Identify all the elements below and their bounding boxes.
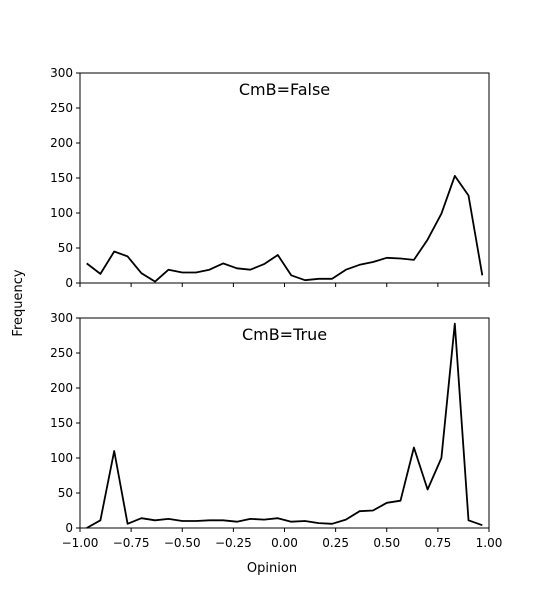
x-tick-label: 0.25 xyxy=(322,536,349,550)
x-tick-label: −0.25 xyxy=(215,536,252,550)
series-line xyxy=(86,174,484,283)
y-tick-label: 250 xyxy=(50,346,73,360)
x-tick-label: 0.75 xyxy=(425,536,452,550)
x-tick-label: 0.00 xyxy=(271,536,298,550)
x-tick-label: 1.00 xyxy=(476,536,503,550)
panel-title: CmB=True xyxy=(242,325,327,344)
x-tick-label: −0.75 xyxy=(113,536,150,550)
y-tick-label: 250 xyxy=(50,101,73,115)
panel-cmb-false: 0 50 100 150 200 250 300 CmB=False xyxy=(50,66,490,290)
plot-frame xyxy=(79,72,490,284)
y-tick-label: 200 xyxy=(50,136,73,150)
y-tick-label: 0 xyxy=(65,521,73,535)
x-tick-label: −0.50 xyxy=(164,536,201,550)
panel-title: CmB=False xyxy=(239,80,330,99)
y-tick-label: 50 xyxy=(58,486,73,500)
y-tick-label: 50 xyxy=(58,241,73,255)
panel-cmb-true: 0 50 100 150 200 250 300 −1.00 −0.75 −0.50 −0.25 0.… xyxy=(50,311,502,550)
y-tick-label: 150 xyxy=(50,171,73,185)
x-tick-label: −1.00 xyxy=(62,536,99,550)
y-tick-label: 150 xyxy=(50,416,73,430)
series-line xyxy=(86,322,483,529)
y-axis-label: Frequency xyxy=(11,269,26,336)
x-axis-label: Opinion xyxy=(247,561,297,576)
y-tick-label: 200 xyxy=(50,381,73,395)
y-tick-label: 300 xyxy=(50,311,73,325)
y-tick-label: 300 xyxy=(50,66,73,80)
y-tick-label: 0 xyxy=(65,276,73,290)
x-tick-label: 0.50 xyxy=(373,536,400,550)
y-tick-label: 100 xyxy=(50,206,73,220)
y-tick-label: 100 xyxy=(50,451,73,465)
plot-frame xyxy=(79,317,490,529)
